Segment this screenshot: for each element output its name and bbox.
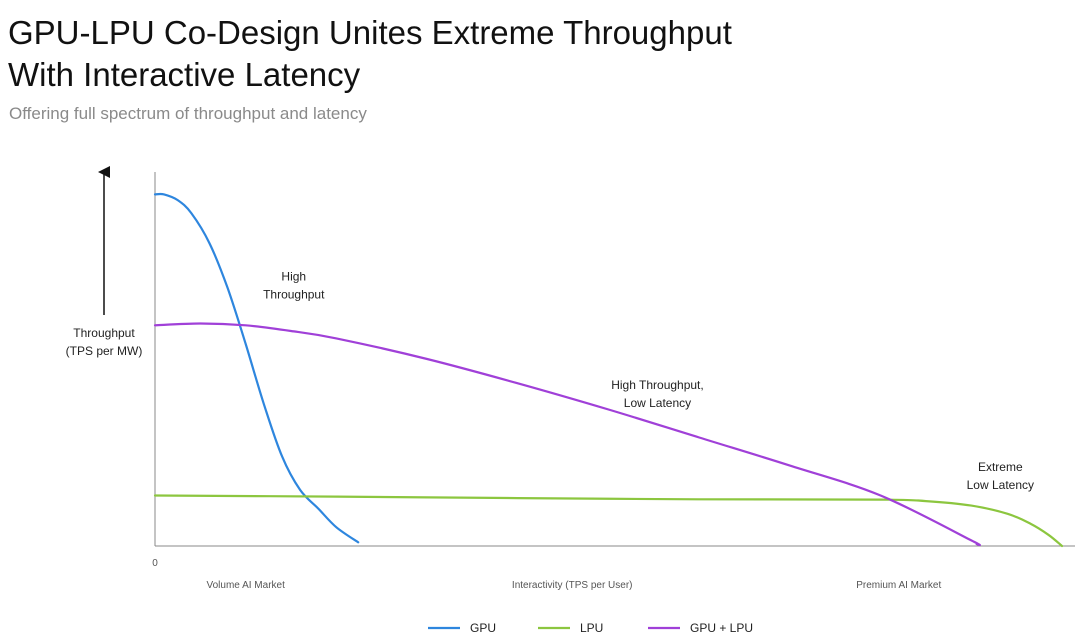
x-region-label-volume-ai-market: Volume AI Market (207, 580, 286, 591)
annotation-2-line-1: High Throughput, (611, 378, 704, 392)
page-title: GPU-LPU Co-Design Unites Extreme Through… (8, 14, 732, 93)
annotation-1-line-2: Throughput (263, 287, 325, 301)
annotation-2-line-2: Low Latency (624, 396, 691, 410)
series-line-gpu-lpu (153, 322, 981, 547)
page-subtitle: Offering full spectrum of throughput and… (9, 104, 367, 123)
annotation-1-line-1: High (281, 269, 306, 283)
annotation-3-line-2: Low Latency (967, 478, 1034, 492)
legend-label-gpu-lpu: GPU + LPU (690, 621, 753, 635)
annotation-3-line-1: Extreme (978, 460, 1023, 474)
legend-label-gpu: GPU (470, 621, 496, 635)
x-region-label-interactivity-tps-per-user: Interactivity (TPS per User) (512, 580, 633, 591)
series-line-gpu (153, 192, 360, 544)
x-origin-label: 0 (152, 558, 158, 569)
x-region-label-premium-ai-market: Premium AI Market (856, 580, 941, 591)
legend-label-lpu: LPU (580, 621, 603, 635)
y-axis-label-line-2: (TPS per MW) (66, 344, 143, 358)
y-axis-label-line-1: Throughput (73, 326, 135, 340)
series-line-lpu (153, 494, 1064, 548)
legend: GPU LPU GPU + LPU (428, 621, 753, 635)
